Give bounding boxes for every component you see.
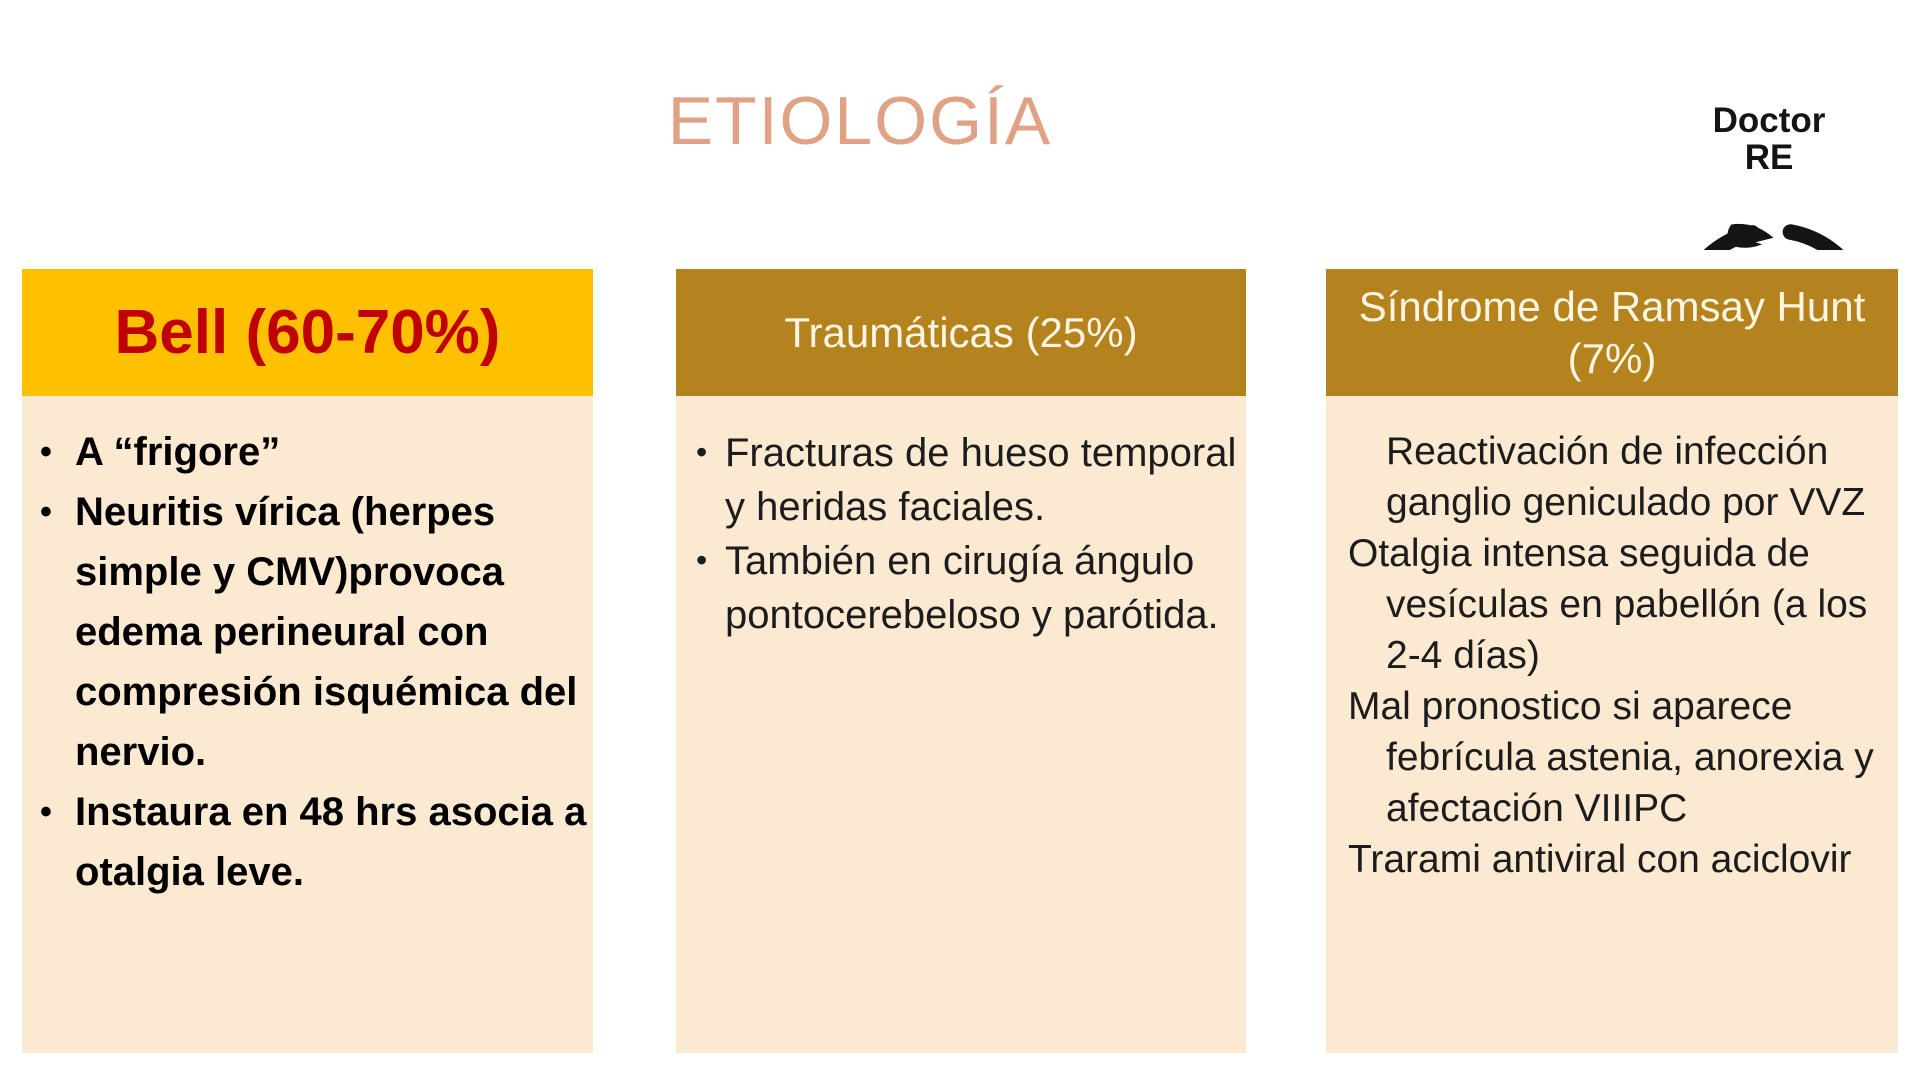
page-title: ETIOLOGÍA	[667, 83, 1053, 159]
bullet-icon: •	[40, 493, 52, 531]
list-item: • Neuritis vírica (herpes simple y CMV)p…	[22, 482, 587, 782]
column-traumaticas-header: Traumáticas (25%)	[676, 269, 1246, 396]
list-item: • Fracturas de hueso temporal y heridas …	[676, 426, 1238, 534]
list-item-text: Fracturas de hueso temporal y heridas fa…	[725, 431, 1237, 529]
ouroboros-snake-icon	[1703, 223, 1844, 250]
bullet-icon: •	[696, 434, 708, 470]
list-item: • También en cirugía ángulo pontocerebel…	[676, 534, 1238, 642]
paragraph: Otalgia intensa seguida de vesículas en …	[1348, 532, 1868, 677]
list-item: • A “frigore”	[22, 422, 587, 482]
column-ramsay-hunt: Síndrome de Ramsay Hunt (7%) Reactivació…	[1326, 269, 1898, 1053]
bullet-icon: •	[40, 433, 52, 471]
logo-text: Doctor RE	[1658, 28, 1880, 250]
logo-text-line2: RE	[1744, 138, 1794, 177]
list-item-text: También en cirugía ángulo pontocerebelos…	[725, 539, 1219, 637]
column-traumaticas: Traumáticas (25%) • Fracturas de hueso t…	[676, 269, 1246, 1053]
list-item-text: Neuritis vírica (herpes simple y CMV)pro…	[75, 490, 578, 774]
paragraph: Mal pronostico si aparece febrícula aste…	[1348, 685, 1874, 830]
doctor-re-logo: Doctor RE	[1658, 28, 1880, 250]
logo-text-line1: Doctor	[1712, 101, 1826, 140]
paragraph: Reactivación de infección ganglio genicu…	[1386, 430, 1866, 524]
list-item-text: Instaura en 48 hrs asocia a otalgia leve…	[75, 790, 587, 894]
list-item-text: A “frigore”	[75, 430, 281, 474]
column-ramsay-hunt-body: Reactivación de infección ganglio genicu…	[1326, 396, 1898, 1053]
bullet-icon: •	[696, 542, 708, 578]
paragraph: Trarami antiviral con aciclovir	[1348, 838, 1852, 881]
column-ramsay-hunt-header: Síndrome de Ramsay Hunt (7%)	[1326, 269, 1898, 396]
column-bell: Bell (60-70%) • A “frigore” • Neuritis v…	[22, 269, 593, 1053]
column-bell-header: Bell (60-70%)	[22, 269, 593, 396]
column-bell-body: • A “frigore” • Neuritis vírica (herpes …	[22, 396, 593, 1053]
column-traumaticas-body: • Fracturas de hueso temporal y heridas …	[676, 396, 1246, 1053]
list-item: • Instaura en 48 hrs asocia a otalgia le…	[22, 782, 587, 902]
bullet-icon: •	[40, 793, 52, 831]
